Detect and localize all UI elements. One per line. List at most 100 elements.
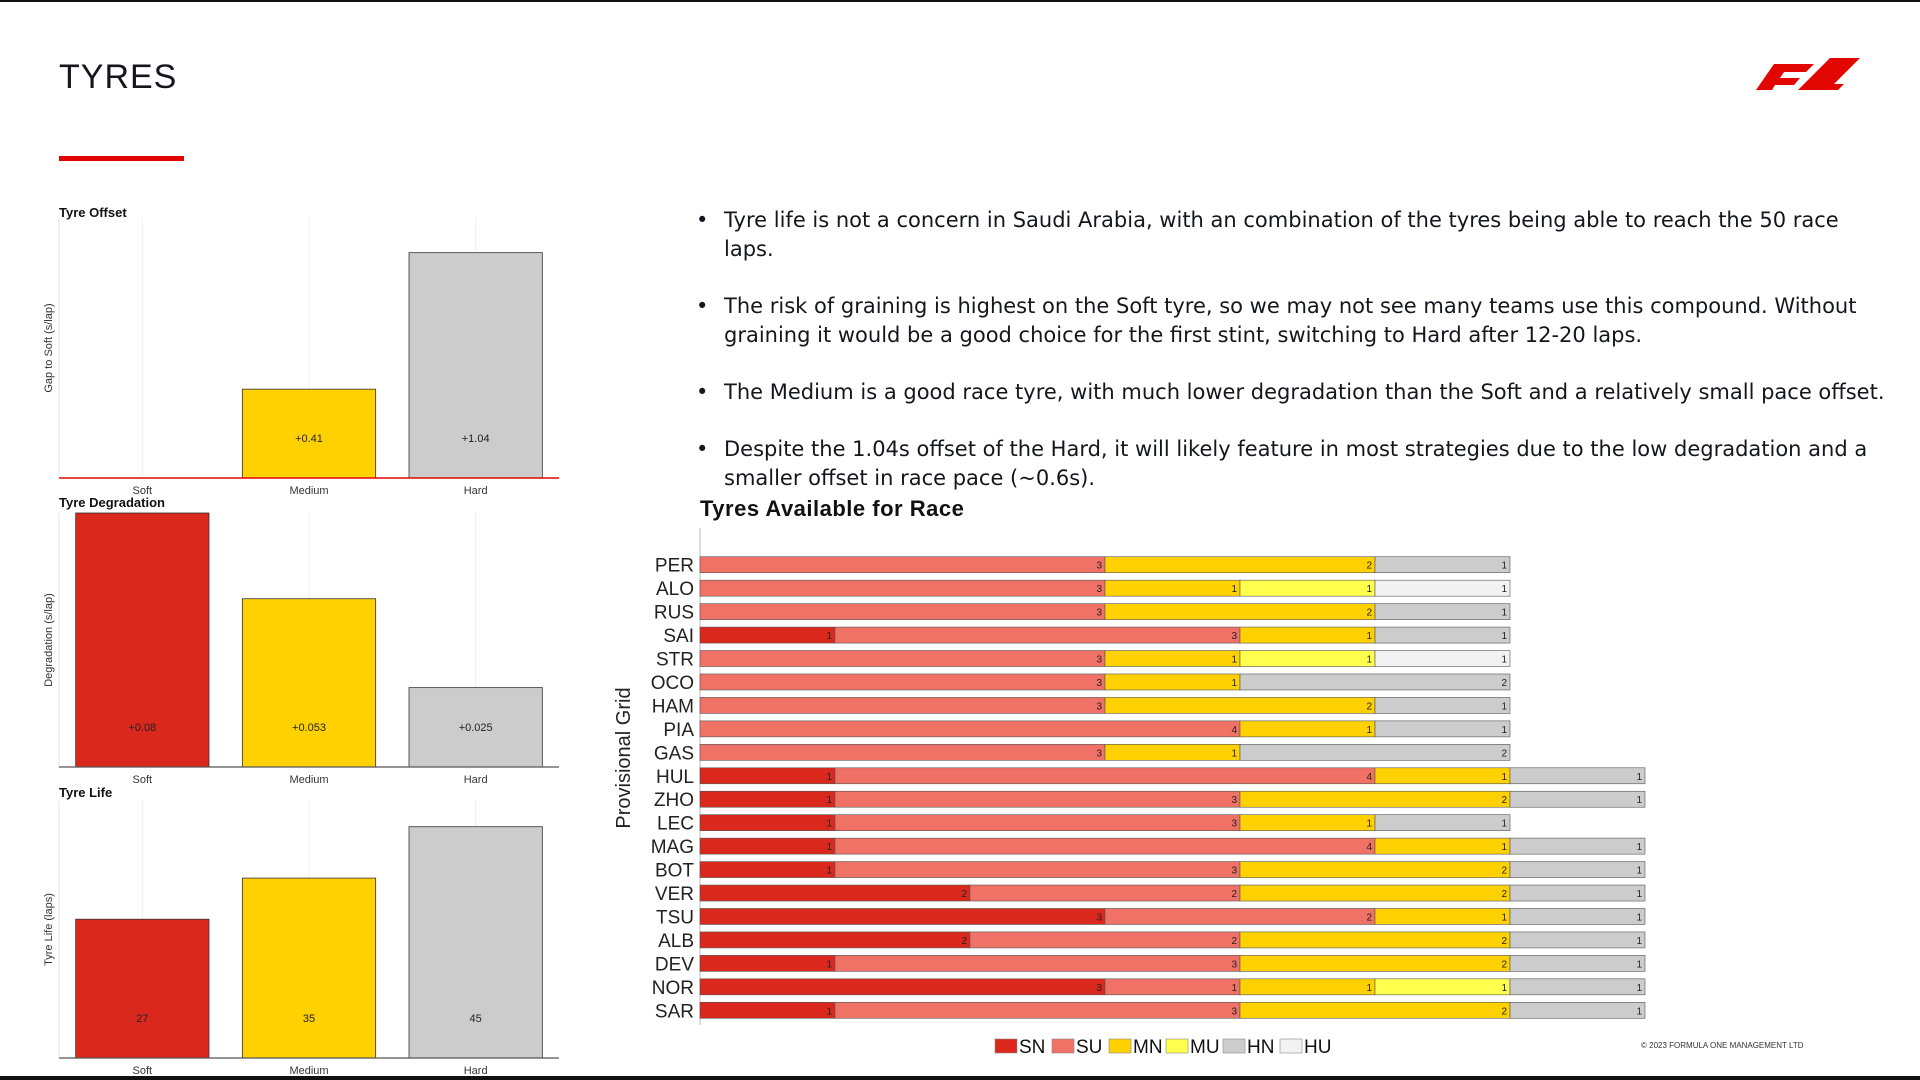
driver-label: ALB bbox=[658, 931, 694, 952]
bar-segment-mn bbox=[1374, 767, 1511, 785]
segment-value: 1 bbox=[826, 795, 832, 806]
segment-value: 2 bbox=[961, 936, 967, 947]
segment-value: 1 bbox=[826, 866, 832, 877]
x-tick-label: Hard bbox=[464, 774, 488, 786]
bar-medium bbox=[241, 598, 377, 768]
bar-segment-hn bbox=[1374, 720, 1511, 738]
segment-value: 1 bbox=[1636, 866, 1642, 877]
bar-segment-mn bbox=[1104, 556, 1376, 574]
segment-value: 3 bbox=[1231, 1006, 1237, 1017]
x-tick-label: Soft bbox=[133, 774, 153, 786]
bar-segment-su bbox=[834, 861, 1241, 878]
segment-value: 3 bbox=[1231, 795, 1237, 806]
insight-item: The Medium is a good race tyre, with muc… bbox=[694, 378, 1894, 407]
bar-segment-mn bbox=[1239, 790, 1511, 808]
copyright-notice: © 2023 FORMULA ONE MANAGEMENT LTD bbox=[1641, 1041, 1804, 1050]
bar-segment-mn bbox=[1239, 931, 1511, 949]
bar-segment-su bbox=[699, 556, 1106, 574]
bar-segment-hn bbox=[1374, 814, 1511, 831]
segment-value: 1 bbox=[1636, 983, 1642, 994]
segment-value: 2 bbox=[1501, 866, 1507, 877]
tyre-life-chart: Tyre Life Tyre Life (laps) 27 Soft 35 Medium 4… bbox=[43, 785, 559, 1077]
bar-segment-mn bbox=[1239, 720, 1376, 738]
driver-label: DEV bbox=[655, 954, 694, 975]
bar-segment-mn bbox=[1104, 744, 1241, 761]
segment-value: 1 bbox=[1501, 842, 1507, 853]
segment-value: 1 bbox=[1231, 678, 1237, 689]
driver-label: OCO bbox=[651, 673, 694, 694]
bar-segment-sn bbox=[699, 908, 1106, 925]
segment-value: 1 bbox=[1501, 608, 1507, 619]
segment-value: 1 bbox=[1231, 584, 1237, 595]
bar-segment-hn bbox=[1509, 1001, 1646, 1019]
segment-value: 2 bbox=[1366, 608, 1372, 619]
bar-segment-sn bbox=[699, 931, 971, 949]
segment-value: 1 bbox=[1501, 912, 1507, 923]
driver-label: HAM bbox=[652, 696, 694, 717]
segment-value: 3 bbox=[1096, 912, 1102, 923]
bar-segment-mn bbox=[1239, 861, 1511, 878]
bar-segment-su bbox=[699, 650, 1106, 667]
insight-item: Tyre life is not a concern in Saudi Arab… bbox=[694, 206, 1894, 264]
bar-segment-mn bbox=[1104, 697, 1376, 714]
segment-value: 1 bbox=[1636, 959, 1642, 970]
segment-value: 2 bbox=[1501, 748, 1507, 759]
segment-value: 4 bbox=[1231, 725, 1237, 736]
tyre-degradation-chart: Tyre Degradation Degradation (s/lap) +0.08… bbox=[43, 496, 559, 786]
segment-value: 1 bbox=[1501, 983, 1507, 994]
legend-label: MN bbox=[1133, 1037, 1163, 1058]
segment-value: 3 bbox=[1096, 678, 1102, 689]
legend-label: HN bbox=[1247, 1037, 1274, 1058]
driver-label: PER bbox=[655, 556, 694, 577]
driver-label: GAS bbox=[654, 743, 694, 764]
chart-title: Tyre Offset bbox=[59, 205, 127, 220]
segment-value: 3 bbox=[1096, 655, 1102, 666]
bar-segment-su bbox=[834, 837, 1376, 855]
bar-segment-hu bbox=[1374, 650, 1511, 667]
insights-list: Tyre life is not a concern in Saudi Arab… bbox=[694, 206, 1894, 521]
segment-value: 3 bbox=[1096, 748, 1102, 759]
bar-segment-su bbox=[834, 814, 1241, 831]
data-label: +0.08 bbox=[128, 722, 156, 734]
x-tick-label: Hard bbox=[464, 485, 488, 497]
segment-value: 1 bbox=[826, 1006, 832, 1017]
bar-segment-hn bbox=[1509, 955, 1646, 972]
segment-value: 4 bbox=[1366, 842, 1372, 853]
segment-value: 1 bbox=[1501, 725, 1507, 736]
page-title: TYRES bbox=[59, 58, 178, 96]
segment-value: 1 bbox=[1231, 983, 1237, 994]
bar-segment-sn bbox=[699, 626, 836, 644]
bar-segment-mn bbox=[1239, 1001, 1511, 1019]
driver-label: VER bbox=[655, 884, 694, 905]
insight-item: The risk of graining is highest on the S… bbox=[694, 292, 1894, 350]
bar-segment-hn bbox=[1239, 673, 1511, 691]
bar-segment-su bbox=[834, 626, 1241, 644]
insight-item: Despite the 1.04s offset of the Hard, it… bbox=[694, 435, 1894, 493]
segment-value: 4 bbox=[1366, 772, 1372, 783]
driver-label: PIA bbox=[663, 720, 694, 741]
bar-segment-hn bbox=[1509, 837, 1646, 855]
legend-swatch-sn bbox=[994, 1038, 1018, 1054]
bar-segment-su bbox=[1104, 978, 1241, 996]
bar-segment-hu bbox=[1374, 579, 1511, 597]
segment-value: 1 bbox=[1501, 655, 1507, 666]
f1-logo bbox=[1756, 58, 1860, 90]
x-tick-label: Soft bbox=[133, 1065, 153, 1077]
segment-value: 2 bbox=[1501, 795, 1507, 806]
bar-segment-mn bbox=[1104, 603, 1376, 620]
driver-label: MAG bbox=[651, 837, 694, 858]
segment-value: 2 bbox=[1366, 912, 1372, 923]
bar-segment-sn bbox=[699, 767, 836, 785]
segment-value: 2 bbox=[1501, 678, 1507, 689]
bar-segment-hn bbox=[1509, 861, 1646, 878]
bar-segment-su bbox=[969, 931, 1241, 949]
bar-segment-hn bbox=[1509, 790, 1646, 808]
bar-segment-hn bbox=[1374, 697, 1511, 714]
bar-segment-su bbox=[699, 603, 1106, 620]
legend-swatch-hu bbox=[1279, 1038, 1303, 1054]
bar-hard bbox=[408, 687, 543, 768]
bar-hard bbox=[408, 252, 543, 479]
driver-label: BOT bbox=[655, 861, 694, 882]
bar-medium bbox=[241, 877, 377, 1059]
driver-label: LEC bbox=[657, 814, 694, 835]
